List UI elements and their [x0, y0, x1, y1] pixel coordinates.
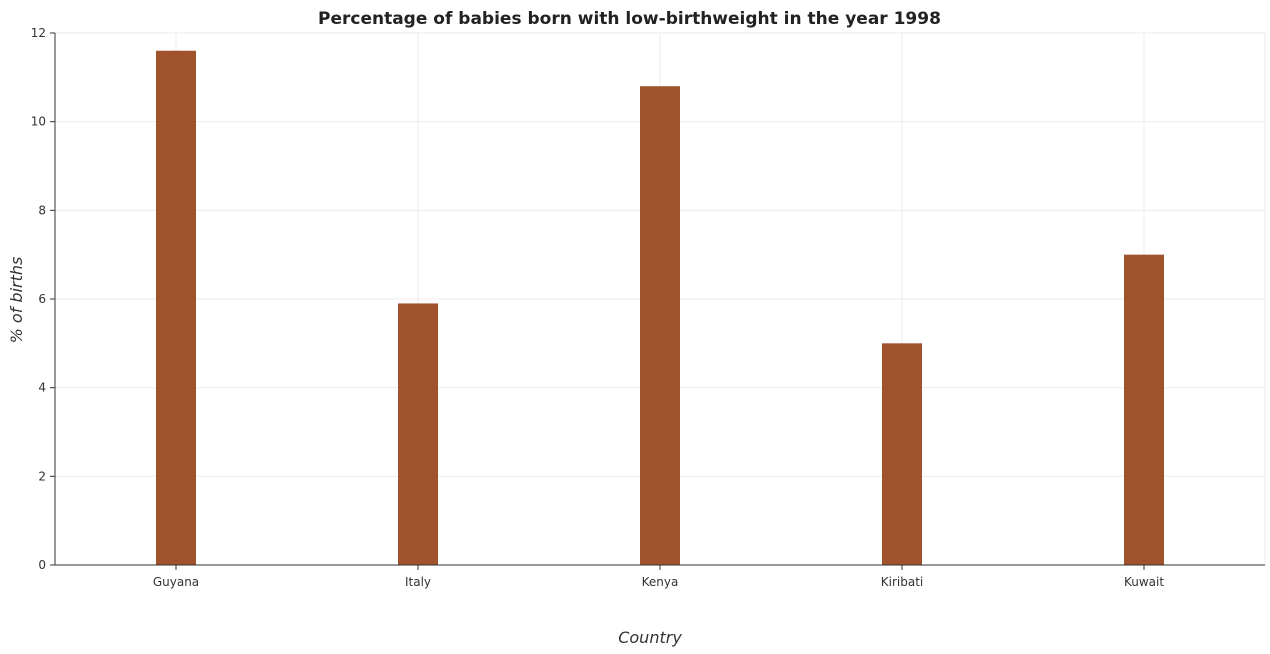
- x-axis-label: Country: [618, 628, 682, 647]
- y-tick-label: 12: [31, 26, 46, 40]
- x-tick-label-kenya: Kenya: [642, 575, 679, 589]
- y-tick-label: 2: [38, 469, 46, 483]
- y-axis-label: % of births: [7, 257, 26, 344]
- x-tick-label-kiribati: Kiribati: [881, 575, 923, 589]
- x-tick-label-guyana: Guyana: [153, 575, 199, 589]
- bar-guyana: [156, 50, 196, 565]
- axes: 0 2 4 6 8 10 12 Guyana Italy Kenya Kiribati Kuwait: [31, 26, 1265, 589]
- bar-kenya: [640, 86, 680, 565]
- x-tick-label-italy: Italy: [405, 575, 431, 589]
- bar-kiribati: [882, 343, 922, 565]
- chart-title: Percentage of babies born with low-birth…: [318, 9, 941, 29]
- y-tick-label: 0: [38, 558, 46, 572]
- x-tick-label-kuwait: Kuwait: [1124, 575, 1164, 589]
- bar-italy: [398, 303, 438, 565]
- y-tick-label: 10: [31, 115, 46, 129]
- y-tick-label: 8: [38, 203, 46, 217]
- y-tick-label: 4: [38, 381, 46, 395]
- bars: [156, 50, 1164, 565]
- y-tick-label: 6: [38, 292, 46, 306]
- bar-kuwait: [1124, 254, 1164, 565]
